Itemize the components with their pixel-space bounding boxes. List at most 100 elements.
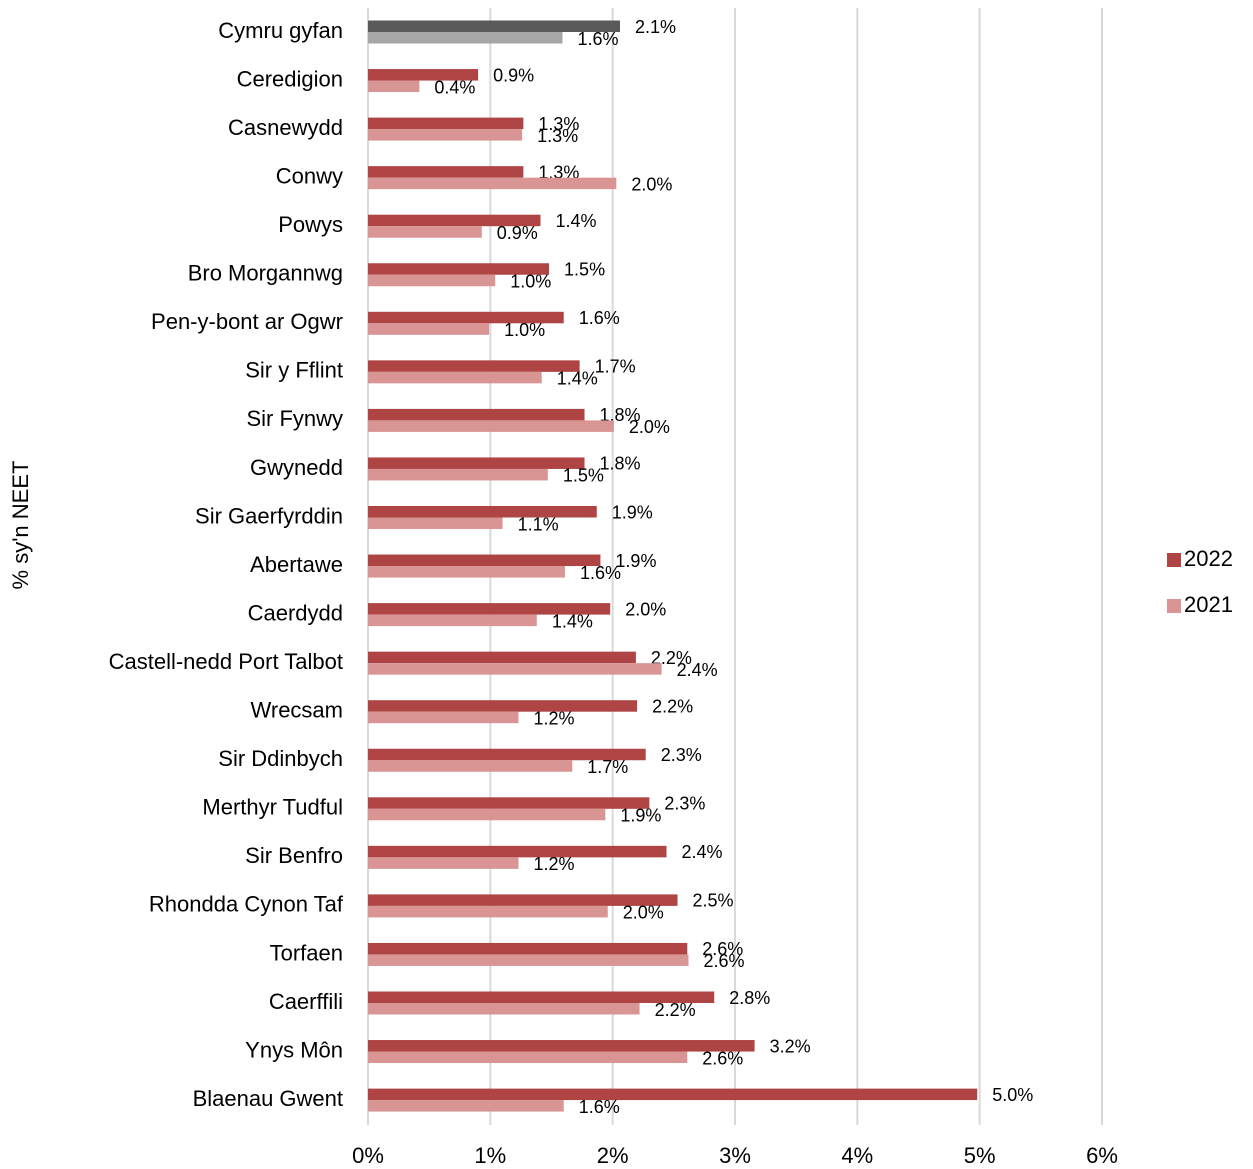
bar	[368, 1051, 688, 1064]
value-label: 0.4%	[434, 77, 475, 97]
y-tick-label: Torfaen	[270, 940, 343, 965]
bar	[368, 797, 650, 809]
x-tick-label: 0%	[352, 1143, 384, 1168]
value-label: 2.2%	[655, 1000, 696, 1020]
bar	[368, 942, 688, 955]
bar	[368, 1100, 564, 1112]
bar	[368, 954, 689, 966]
y-tick-label: Sir Ddinbych	[218, 746, 343, 771]
value-label: 1.3%	[538, 162, 579, 182]
value-label: 2.6%	[704, 951, 745, 971]
bar	[368, 700, 638, 712]
y-tick-label: Sir Fynwy	[246, 406, 343, 431]
bar	[368, 177, 617, 190]
value-label: 2.3%	[661, 745, 702, 765]
y-tick-label: Bro Morgannwg	[188, 261, 343, 286]
bar	[368, 420, 614, 432]
bar	[368, 408, 585, 421]
y-tick-label: Conwy	[276, 163, 343, 188]
y-tick-label: Powys	[278, 212, 343, 237]
value-label: 1.5%	[564, 260, 605, 280]
bar	[368, 129, 523, 141]
value-label: 1.0%	[510, 272, 551, 292]
y-tick-label: Gwynedd	[250, 455, 343, 480]
bar	[368, 711, 519, 724]
legend-label: 2022	[1184, 546, 1233, 571]
y-tick-label: Castell-nedd Port Talbot	[109, 649, 343, 674]
bar	[368, 894, 678, 906]
bar	[368, 554, 601, 567]
bar	[368, 760, 573, 772]
bar	[368, 311, 564, 324]
value-label: 1.8%	[600, 405, 641, 425]
y-tick-label: Abertawe	[250, 552, 343, 577]
bar	[368, 1003, 640, 1015]
y-tick-label: Sir y Fflint	[245, 358, 343, 383]
bar	[368, 371, 542, 384]
value-label: 2.4%	[677, 660, 718, 680]
value-label: 2.6%	[702, 939, 743, 959]
bar	[368, 274, 496, 287]
bar	[368, 517, 503, 529]
y-axis-title: % sy'n NEET	[8, 461, 33, 590]
legend-swatch	[1167, 599, 1181, 613]
value-label: 1.9%	[612, 502, 653, 522]
value-label: 1.8%	[600, 454, 641, 474]
y-tick-label: Caerffili	[269, 989, 343, 1014]
bar	[368, 226, 482, 238]
value-label: 1.7%	[587, 757, 628, 777]
legend-label: 2021	[1184, 592, 1233, 617]
value-label: 2.0%	[623, 903, 664, 923]
y-tick-label: Ynys Môn	[245, 1037, 343, 1062]
bar	[368, 991, 715, 1003]
value-label: 2.5%	[693, 891, 734, 911]
bar	[368, 214, 541, 227]
value-label: 2.3%	[664, 794, 705, 814]
value-label: 2.0%	[625, 599, 666, 619]
value-label: 1.3%	[537, 126, 578, 146]
value-label: 0.9%	[493, 65, 534, 85]
x-tick-label: 5%	[964, 1143, 996, 1168]
bar	[368, 263, 550, 275]
value-label: 1.4%	[555, 211, 596, 231]
bar	[368, 457, 585, 469]
value-label: 1.9%	[620, 806, 661, 826]
value-label: 5.0%	[992, 1085, 1033, 1105]
bar	[368, 1088, 978, 1101]
y-tick-label: Wrecsam	[251, 698, 344, 723]
bar	[368, 323, 490, 335]
bar	[368, 117, 524, 130]
y-tick-label: Blaenau Gwent	[193, 1086, 343, 1111]
value-label: 2.4%	[681, 842, 722, 862]
value-label: 2.2%	[651, 648, 692, 668]
value-label: 2.8%	[729, 988, 770, 1008]
bar	[368, 566, 565, 578]
bar	[368, 857, 519, 869]
bar	[368, 468, 548, 481]
y-tick-label: Rhondda Cynon Taf	[149, 892, 344, 917]
bar	[368, 20, 621, 32]
value-label: 2.0%	[631, 174, 672, 194]
x-tick-label: 4%	[841, 1143, 873, 1168]
value-label: 1.2%	[533, 708, 574, 728]
bar	[368, 506, 597, 518]
y-tick-label: Casnewydd	[228, 115, 343, 140]
bar	[368, 905, 608, 918]
bar	[368, 663, 662, 675]
bar	[368, 1040, 755, 1052]
value-label: 2.2%	[652, 696, 693, 716]
bar	[368, 845, 667, 858]
value-label: 2.6%	[702, 1048, 743, 1068]
value-label: 1.4%	[557, 369, 598, 389]
value-label: 1.7%	[595, 357, 636, 377]
y-tick-label: Cymru gyfan	[218, 18, 343, 43]
value-label: 1.6%	[578, 29, 619, 49]
value-label: 2.0%	[629, 417, 670, 437]
value-label: 1.4%	[552, 611, 593, 631]
y-tick-label: Sir Benfro	[245, 843, 343, 868]
y-tick-label: Merthyr Tudful	[202, 795, 343, 820]
y-tick-label: Sir Gaerfyrddin	[195, 503, 343, 528]
x-tick-label: 1%	[474, 1143, 506, 1168]
bar	[368, 80, 420, 93]
bar	[368, 166, 524, 178]
